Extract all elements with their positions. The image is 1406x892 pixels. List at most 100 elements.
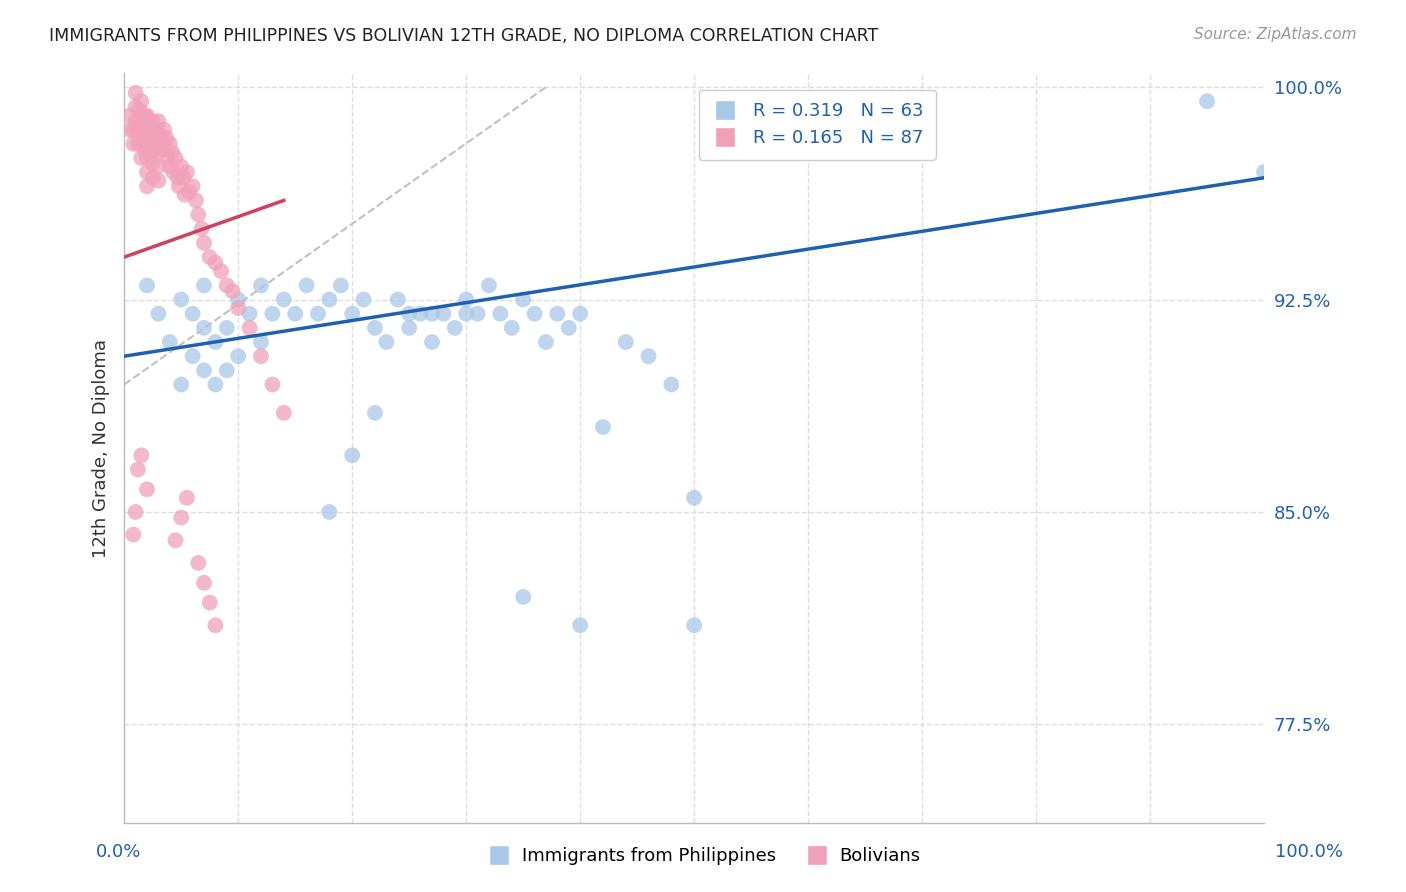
Text: 100.0%: 100.0% (1275, 843, 1343, 861)
Point (143, 122, 166, 136)
Point (165, 151, 187, 165)
Point (546, 307, 568, 321)
Point (176, 165, 198, 179)
Point (501, 321, 523, 335)
Point (683, 491, 706, 505)
Point (467, 307, 489, 321)
Point (136, 136, 159, 151)
Point (340, 448, 363, 462)
Point (239, 321, 262, 335)
Point (165, 533, 187, 548)
Point (128, 120, 150, 134)
Point (127, 136, 149, 151)
Point (159, 160, 181, 174)
Legend: R = 0.319   N = 63, R = 0.165   N = 87: R = 0.319 N = 63, R = 0.165 N = 87 (699, 89, 936, 160)
Point (118, 122, 141, 136)
Point (148, 131, 170, 145)
Text: IMMIGRANTS FROM PHILIPPINES VS BOLIVIAN 12TH GRADE, NO DIPLOMA CORRELATION CHART: IMMIGRANTS FROM PHILIPPINES VS BOLIVIAN … (49, 27, 879, 45)
Point (131, 108, 153, 122)
Point (295, 278, 318, 293)
Point (155, 131, 177, 145)
Point (478, 278, 501, 293)
Point (226, 301, 249, 315)
Point (209, 264, 232, 278)
Point (318, 293, 340, 307)
Point (659, 377, 682, 392)
Point (142, 128, 165, 143)
Point (273, 406, 295, 420)
Point (127, 462, 149, 476)
Point (153, 143, 176, 157)
Point (170, 293, 193, 307)
Point (193, 575, 215, 590)
Point (193, 278, 215, 293)
Point (432, 307, 454, 321)
Point (221, 284, 243, 298)
Point (215, 363, 238, 377)
Point (131, 151, 153, 165)
Point (148, 173, 170, 187)
Point (142, 143, 165, 157)
Point (193, 363, 215, 377)
Point (398, 321, 420, 335)
Point (204, 618, 226, 632)
Point (284, 307, 307, 321)
Point (420, 307, 443, 321)
Point (364, 321, 387, 335)
Point (187, 556, 209, 570)
Point (122, 527, 145, 541)
Point (173, 170, 195, 185)
Point (142, 170, 165, 185)
Point (204, 256, 226, 270)
Point (136, 108, 159, 122)
Point (138, 131, 160, 145)
Point (512, 590, 534, 604)
Point (226, 293, 249, 307)
Point (187, 208, 209, 222)
Point (193, 321, 215, 335)
Point (124, 100, 146, 114)
Point (170, 510, 193, 524)
Point (204, 334, 226, 349)
Text: Source: ZipAtlas.com: Source: ZipAtlas.com (1194, 27, 1357, 42)
Point (198, 596, 221, 610)
Point (569, 307, 592, 321)
Point (179, 185, 201, 199)
Point (170, 377, 193, 392)
Point (409, 307, 432, 321)
Point (262, 307, 284, 321)
Point (239, 307, 262, 321)
Point (118, 108, 141, 122)
Point (136, 278, 159, 293)
Point (142, 156, 165, 170)
Point (193, 235, 215, 250)
Point (420, 334, 443, 349)
Point (1197, 95, 1219, 109)
Point (143, 136, 166, 151)
Point (134, 143, 156, 157)
Point (329, 278, 352, 293)
Point (592, 420, 614, 434)
Point (138, 114, 160, 128)
Point (145, 122, 167, 136)
Point (558, 321, 581, 335)
Point (142, 114, 165, 128)
Point (122, 122, 145, 136)
Point (489, 307, 512, 321)
Point (637, 349, 659, 363)
Point (250, 349, 273, 363)
Point (131, 136, 153, 151)
Point (153, 122, 176, 136)
Point (204, 377, 226, 392)
Point (198, 250, 221, 264)
Point (398, 307, 420, 321)
Point (124, 505, 146, 519)
Point (534, 334, 557, 349)
Point (170, 160, 193, 174)
Point (150, 143, 173, 157)
Point (456, 307, 478, 321)
Point (181, 307, 204, 321)
Point (148, 145, 170, 160)
Point (156, 151, 179, 165)
Point (145, 143, 167, 157)
